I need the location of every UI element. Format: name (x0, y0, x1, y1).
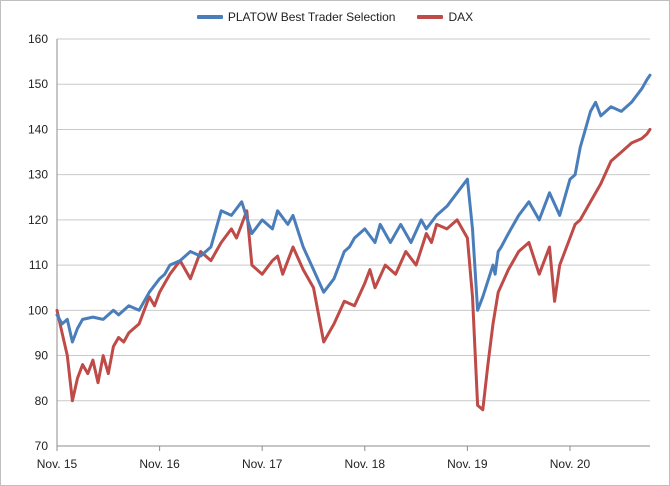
legend-item-platow: PLATOW Best Trader Selection (196, 10, 396, 24)
y-tick-label: 120 (28, 213, 48, 227)
series-line-dax (55, 127, 652, 412)
y-tick-label: 80 (35, 394, 49, 408)
y-tick-label: 90 (35, 349, 49, 363)
y-tick-label: 70 (35, 439, 49, 453)
x-tick-label: Nov. 16 (139, 457, 180, 471)
legend-item-dax: DAX (417, 10, 473, 24)
y-tick-label: 130 (28, 168, 48, 182)
x-tick-label: Nov. 17 (242, 457, 283, 471)
series-line-platow (55, 73, 652, 344)
y-tick-label: 100 (28, 303, 48, 317)
legend-swatch-dax (417, 15, 444, 19)
y-tick-label: 150 (28, 77, 48, 91)
legend-label-platow: PLATOW Best Trader Selection (227, 10, 396, 24)
legend-swatch-platow (196, 15, 223, 19)
legend-label-dax: DAX (448, 10, 474, 24)
y-tick-label: 110 (29, 258, 48, 272)
x-tick-label: Nov. 15 (37, 457, 78, 471)
y-tick-label: 160 (28, 32, 48, 46)
y-tick-label: 140 (28, 122, 48, 136)
chart-legend: PLATOW Best Trader Selection DAX (0, 10, 670, 24)
x-tick-label: Nov. 20 (550, 457, 591, 471)
x-tick-label: Nov. 19 (447, 457, 488, 471)
x-tick-label: Nov. 18 (345, 457, 386, 471)
